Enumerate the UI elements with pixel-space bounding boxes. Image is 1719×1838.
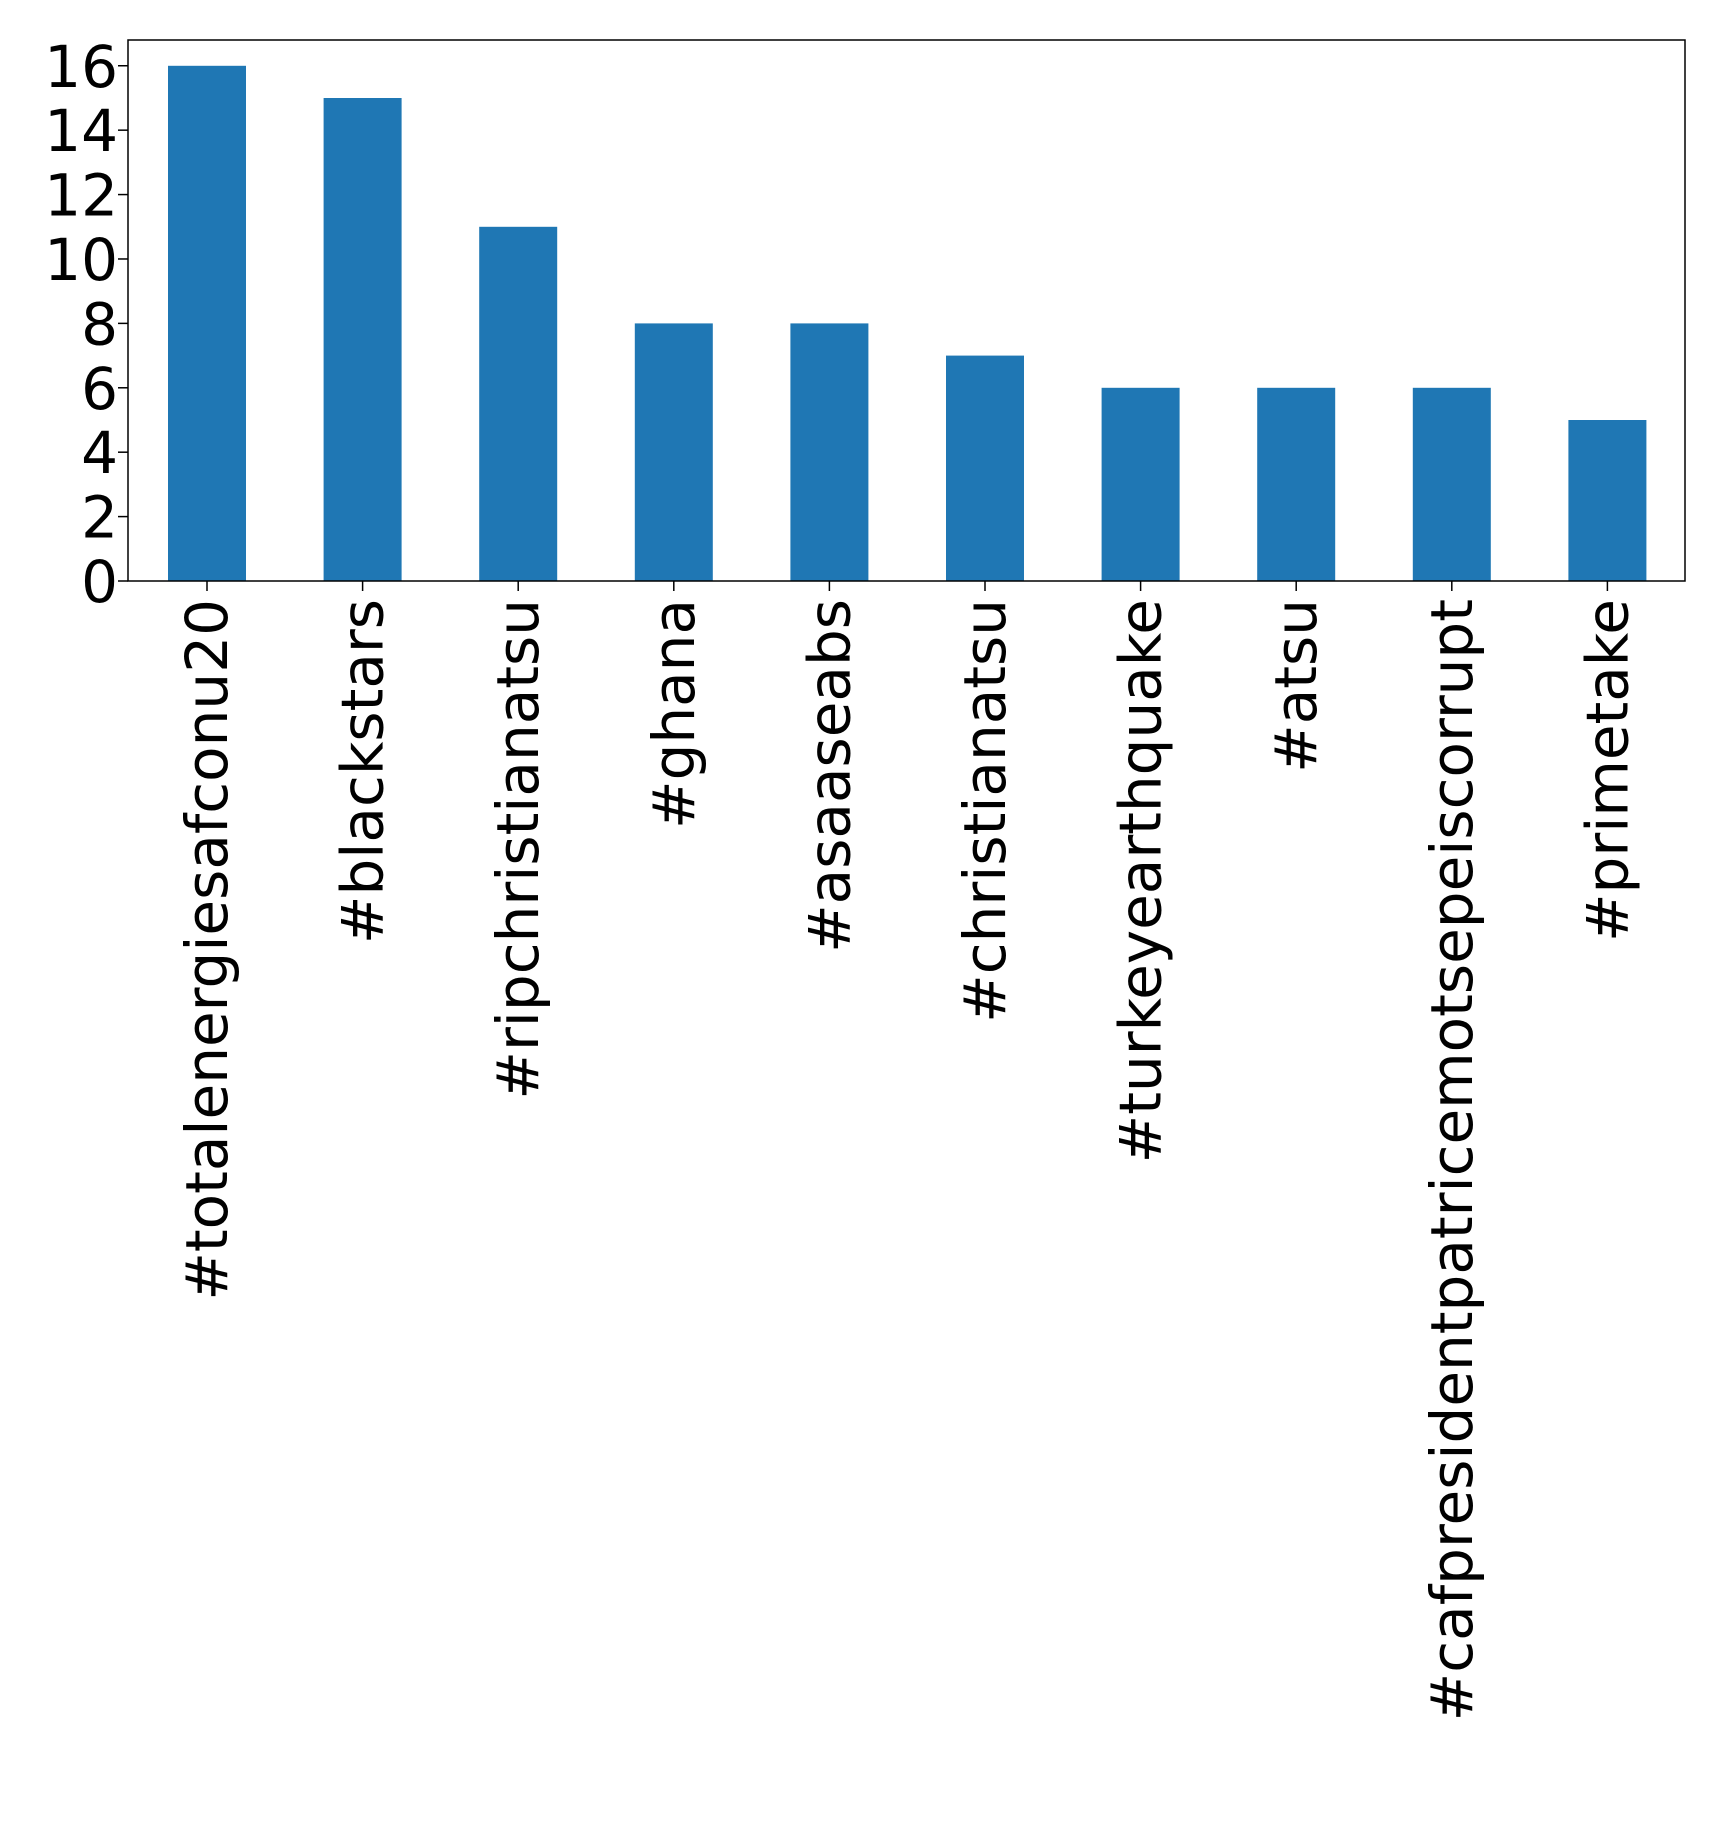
bar — [634, 323, 713, 581]
bar — [1568, 420, 1647, 581]
bar — [323, 98, 402, 581]
x-tick-label: #cafpresidentpatricemotsepeiscorrupt — [1418, 599, 1486, 1721]
bar — [946, 355, 1024, 581]
bar — [1257, 387, 1336, 581]
y-tick-label: 8 — [81, 290, 118, 358]
y-tick-label: 2 — [81, 484, 118, 552]
x-tick-label: #ghana — [640, 599, 708, 829]
x-tick-label: #totalenergiesafconu20 — [173, 599, 241, 1301]
bar — [479, 226, 558, 582]
x-tick-label: #ripchristianatsu — [484, 599, 552, 1100]
y-tick-label: 10 — [44, 226, 118, 294]
y-tick-label: 16 — [44, 33, 118, 101]
y-tick-label: 0 — [81, 548, 118, 616]
bar — [790, 323, 869, 581]
x-tick-label: #christianatsu — [951, 599, 1019, 1023]
bar — [1101, 387, 1180, 581]
x-axis: #totalenergiesafconu20 #blackstars #ripchr… — [173, 581, 1641, 1721]
y-tick-label: 12 — [44, 162, 118, 230]
y-tick-label: 4 — [81, 419, 118, 487]
bar — [1412, 387, 1491, 581]
plot-frame — [127, 39, 1686, 582]
x-tick-label: #asaaseabs — [795, 599, 863, 953]
bars-group — [168, 65, 1647, 582]
x-tick-label: #turkeyearthquake — [1107, 599, 1175, 1163]
bar — [168, 65, 246, 582]
x-tick-label: #atsu — [1262, 599, 1330, 773]
x-tick-label: #primetake — [1573, 599, 1641, 942]
y-tick-label: 14 — [44, 97, 118, 165]
y-tick-label: 6 — [81, 355, 118, 423]
x-tick-label: #blackstars — [329, 599, 397, 944]
